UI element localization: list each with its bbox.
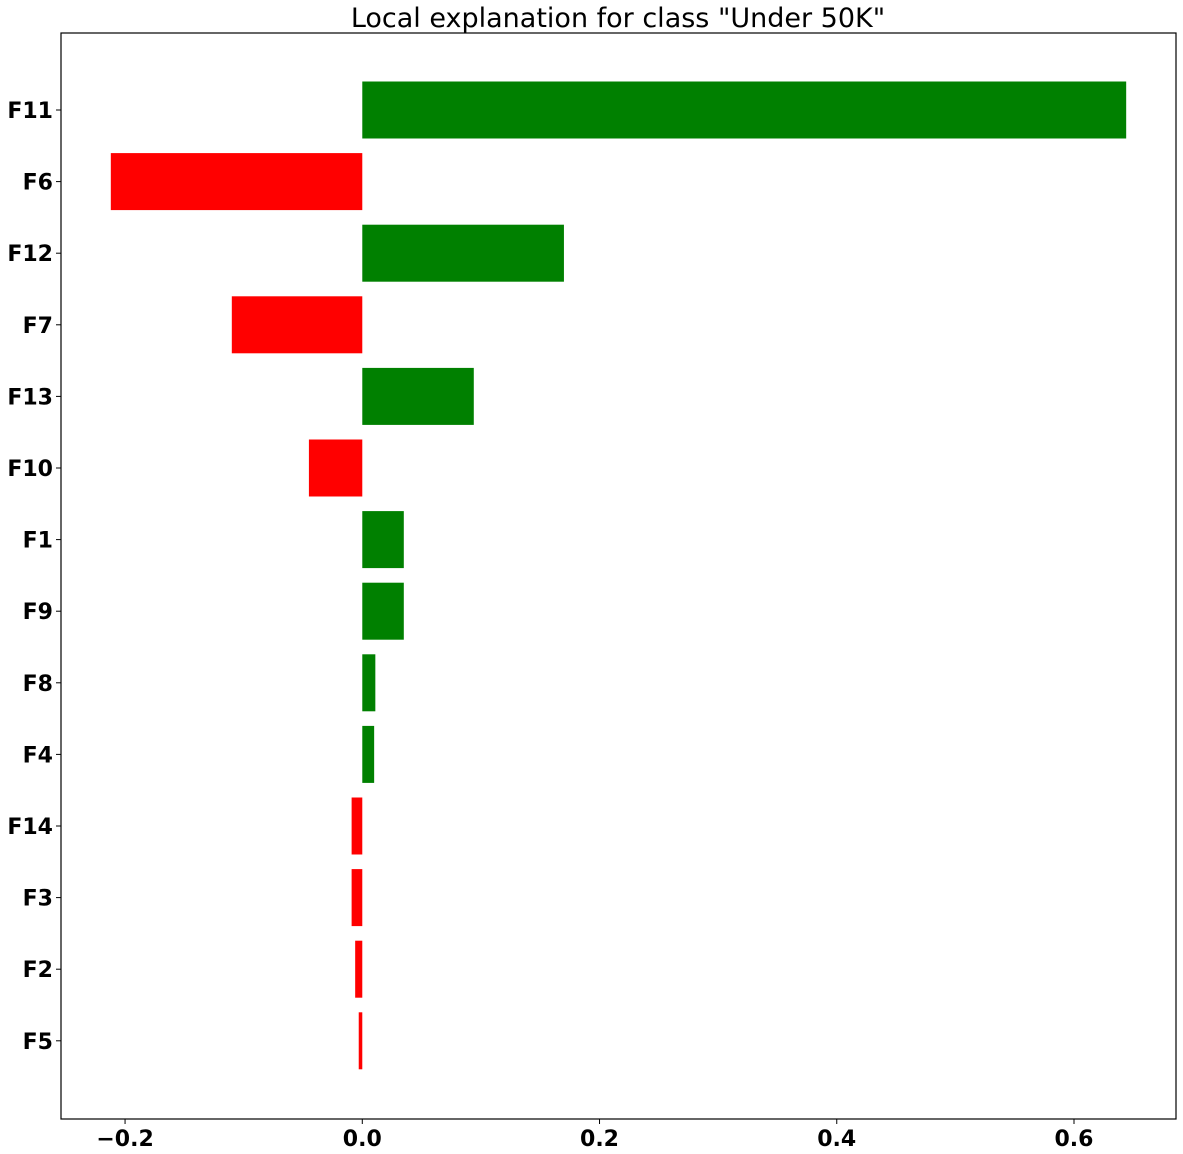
y-tick-label: F4: [23, 743, 53, 768]
bar-f7: [231, 296, 363, 354]
y-axis-ticks: F11 F6 F12 F7 F13 F10 F1 F9 F8 F4 F14 F3 F2 F5: [7, 99, 61, 1055]
y-tick-label: F8: [23, 672, 53, 697]
y-tick-label: F10: [7, 457, 53, 482]
bar-f12: [362, 224, 564, 282]
y-tick-label: F7: [23, 314, 53, 339]
bar-f6: [110, 153, 363, 211]
y-tick-label: F6: [23, 171, 53, 196]
y-tick-label: F9: [23, 600, 53, 625]
y-tick-label: F3: [23, 887, 53, 912]
y-tick-label: F14: [7, 815, 53, 840]
bar-f2: [355, 940, 363, 998]
y-tick-label: F1: [23, 529, 53, 554]
bar-f13: [362, 367, 474, 425]
chart-title: Local explanation for class "Under 50K": [351, 3, 885, 34]
x-tick-label: 0.0: [343, 1127, 382, 1152]
bar-f10: [308, 439, 363, 497]
x-axis-ticks: −0.2 0.0 0.2 0.4 0.6: [96, 1119, 1093, 1152]
bar-f8: [362, 654, 376, 712]
bars-layer: [110, 81, 1127, 1070]
plot-frame: [60, 32, 1177, 1120]
bar-f3: [351, 869, 363, 927]
y-tick-label: F11: [7, 99, 53, 124]
bar-f4: [362, 725, 375, 783]
y-tick-label: F2: [23, 958, 53, 983]
bar-f5: [358, 1012, 363, 1070]
bar-f1: [362, 511, 404, 569]
x-tick-label: 0.6: [1054, 1127, 1093, 1152]
bar-f11: [362, 81, 1127, 139]
bar-f14: [351, 797, 363, 855]
y-tick-label: F12: [7, 242, 53, 267]
y-tick-label: F13: [7, 385, 53, 410]
x-tick-label: 0.2: [580, 1127, 619, 1152]
x-tick-label: −0.2: [96, 1127, 153, 1152]
bar-f9: [362, 582, 404, 640]
y-tick-label: F5: [23, 1030, 53, 1055]
x-tick-label: 0.4: [817, 1127, 856, 1152]
